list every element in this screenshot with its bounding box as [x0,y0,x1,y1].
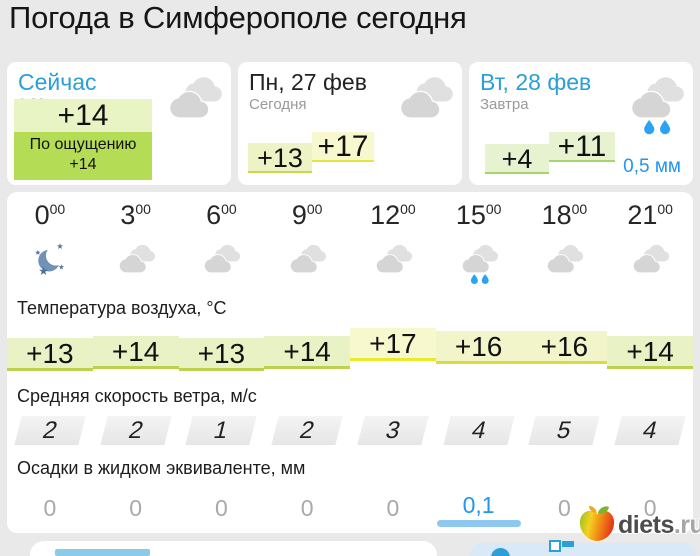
hour-label: 1500 [455,200,502,230]
watermark-suffix: .ru [673,510,700,539]
wind-value-chip: 2 [271,416,343,445]
precip-value-cell: 0 [43,495,57,521]
precip-section-label: Осадки в жидком эквиваленте, мм [17,458,306,478]
precip-value-cell: 0 [557,495,571,521]
moon-icon [30,238,70,285]
diets-logo[interactable]: diets.ru [577,504,700,546]
today-temp-min: +13 [248,143,312,173]
temperature-cell: +14 [264,335,350,369]
hour-label: 600 [206,200,237,230]
today-card[interactable]: Пн, 27 фев Сегодня +13 +17 [238,62,462,185]
current-weather-card: Сейчас 6:38 +14 По ощущению +14 [7,62,231,185]
temperature-row: +13 +14 +13 +14 +17 +16 +16 +14 [7,328,693,371]
partial-card-right[interactable] [470,543,696,556]
precip-value-cell: 0,1 [436,492,522,527]
feels-like-label: По ощущению [29,136,137,153]
wind-section-label: Средняя скорость ветра, м/с [17,386,257,406]
wind-value-chip: 4 [443,416,515,445]
precipitation-row: 0 0 0 0 0 0,1 0 0 [7,492,693,527]
precip-value-cell: 0 [300,495,314,521]
partial-link-fragment [562,541,574,547]
tomorrow-precip-amount: 0,5 мм [623,156,681,177]
cloud-icon [165,67,223,136]
now-card-title[interactable]: Сейчас [18,69,97,95]
cloud-icon [630,238,670,285]
wind-value-chip: 4 [614,416,686,445]
cloud-icon [287,238,327,285]
hours-row: 000 300 600 900 1200 1500 1800 2100 [7,200,693,231]
precip-bar [436,520,521,527]
temperature-section-label: Температура воздуха, °C [17,298,227,318]
circle-icon [491,548,510,556]
wind-row: 2 2 1 2 3 4 5 4 [7,416,693,445]
page-title: Погода в Симферополе сегодня [9,0,467,35]
temperature-cell: +16 [521,330,608,364]
apple-icon [579,506,615,542]
hourly-forecast-panel: 000 300 600 900 1200 1500 1800 2100 Темп… [7,192,693,533]
checkbox-icon [549,540,561,552]
cloud-icon [373,238,413,285]
tomorrow-temp-max: +11 [549,132,615,162]
cloud-icon [544,238,584,285]
precip-value-cell: 0 [214,495,228,521]
temperature-cell: +16 [435,330,522,364]
temperature-cell: +14 [607,335,693,369]
cloud-rain-icon [459,238,499,285]
temperature-cell: +13 [178,338,265,371]
partial-card-left[interactable] [30,541,437,556]
hour-label: 000 [34,200,66,230]
wind-value-chip: 2 [100,416,172,445]
today-card-subtitle: Сегодня [249,96,307,113]
today-card-title: Пн, 27 фев [249,69,367,95]
cloud-icon [201,238,241,285]
temperature-cell: +13 [7,338,93,371]
hour-label: 1200 [370,200,416,230]
precip-value-cell: 0 [643,495,657,521]
precip-value-cell: 0 [129,495,143,521]
feels-like-value: +14 [69,156,97,173]
feels-like-badge: По ощущению +14 [14,132,152,180]
tomorrow-temp-min: +4 [485,144,549,174]
wind-value-chip: 3 [357,416,429,445]
wind-value-chip: 5 [528,416,600,445]
tomorrow-card[interactable]: Вт, 28 фев Завтра +4 +11 0,5 мм [469,62,693,185]
hour-label: 1800 [541,200,588,230]
cloud-icon [116,238,156,285]
precip-value-cell: 0 [386,495,400,521]
temperature-cell: +14 [92,335,179,369]
tomorrow-card-title[interactable]: Вт, 28 фев [480,69,592,95]
tomorrow-card-subtitle: Завтра [480,96,529,113]
weather-icons-row [7,238,693,288]
partial-link-fragment [55,549,150,556]
cloud-icon [396,67,454,136]
today-temp-max: +17 [312,132,374,162]
hour-label: 300 [120,200,151,230]
wind-value-chip: 1 [185,416,257,445]
hour-label: 900 [291,200,323,230]
current-temperature: +14 [14,99,152,132]
temperature-cell: +17 [350,328,436,361]
cloud-rain-icon [627,67,685,136]
watermark-brand: diets [618,510,674,539]
hour-label: 2100 [627,200,673,230]
day-cards-row: Сейчас 6:38 +14 По ощущению +14 Пн, 27 ф… [7,62,693,185]
wind-value-chip: 2 [14,416,86,445]
